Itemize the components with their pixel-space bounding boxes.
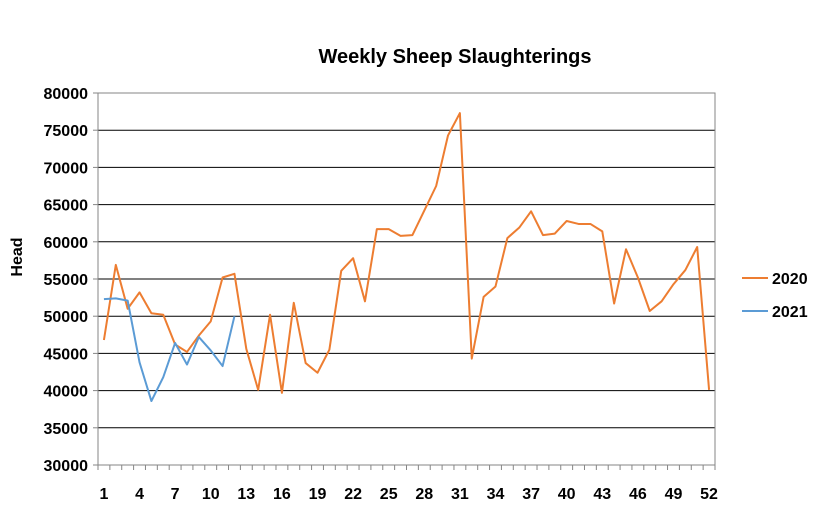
x-tick-label: 49 [665, 486, 683, 503]
x-tick-label: 22 [344, 486, 362, 503]
y-tick-label: 65000 [44, 198, 89, 215]
series-line-2020 [102, 112, 711, 394]
x-tick-label: 37 [522, 486, 540, 503]
y-axis-label: Head [9, 237, 26, 276]
y-tick-label: 80000 [44, 86, 89, 103]
x-tick-label: 28 [415, 486, 433, 503]
y-axis-ticks: 30000 35000 40000 45000 50000 55000 60000 65000… [44, 86, 89, 475]
x-tick-label: 10 [202, 486, 220, 503]
legend: 2020 2021 [742, 271, 808, 321]
x-tick-label: 43 [593, 486, 611, 503]
legend-label-2020: 2020 [772, 271, 808, 288]
series-lines [102, 112, 711, 403]
y-tick-label: 75000 [44, 123, 89, 140]
y-tick-label: 45000 [44, 346, 89, 363]
y-tick-label: 40000 [44, 384, 89, 401]
x-axis-ticks: 1 4 7 10 13 16 19 22 25 28 31 34 37 40 43 46 49 52 [99, 486, 718, 503]
x-tick-label: 31 [451, 486, 469, 503]
x-tick-label: 1 [99, 486, 108, 503]
series-line-2021 [103, 297, 236, 403]
y-tick-label: 55000 [44, 272, 89, 289]
y-tick-label: 60000 [44, 235, 89, 252]
y-tick-label: 70000 [44, 160, 89, 177]
legend-label-2021: 2021 [772, 304, 808, 321]
y-tick-label: 30000 [44, 458, 89, 475]
chart-title: Weekly Sheep Slaughterings [318, 46, 591, 68]
x-tick-label: 46 [629, 486, 647, 503]
x-tick-label: 34 [487, 486, 505, 503]
gridlines [98, 92, 715, 429]
x-tick-label: 4 [135, 486, 144, 503]
x-tick-label: 19 [309, 486, 327, 503]
y-tick-label: 50000 [44, 309, 89, 326]
x-tick-label: 16 [273, 486, 291, 503]
axes [93, 92, 716, 470]
x-tick-label: 7 [171, 486, 180, 503]
x-tick-label: 13 [237, 486, 255, 503]
x-tick-label: 40 [558, 486, 576, 503]
y-tick-label: 35000 [44, 421, 89, 438]
x-tick-label: 52 [700, 486, 718, 503]
x-tick-label: 25 [380, 486, 398, 503]
